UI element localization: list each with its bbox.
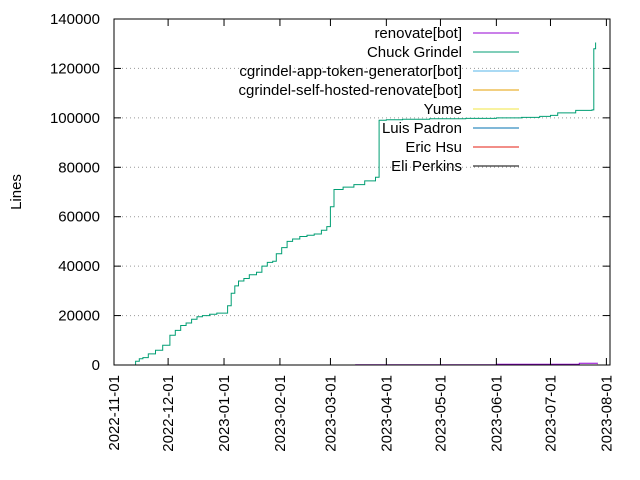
y-tick-label: 40000 — [58, 258, 100, 275]
x-tick-label: 2023-04-01 — [378, 375, 395, 452]
grid-lines — [114, 67, 610, 317]
y-tick-label: 0 — [92, 357, 100, 374]
legend-label: cgrindel-app-token-generator[bot] — [239, 63, 462, 80]
y-axis-label: Lines — [8, 174, 25, 210]
legend-label: renovate[bot] — [374, 25, 462, 42]
y-tick-label: 60000 — [58, 209, 100, 226]
y-axis: 0 20000 40000 60000 80000 100000 120000 140000 — [50, 11, 610, 374]
x-tick-label: 2023-08-01 — [598, 375, 615, 452]
series-line — [128, 42, 597, 366]
legend-label: Eric Hsu — [405, 139, 462, 156]
legend-label: Chuck Grindel — [367, 44, 462, 61]
y-tick-label: 20000 — [58, 308, 100, 325]
x-tick-label: 2023-05-01 — [432, 375, 449, 452]
legend-label: cgrindel-self-hosted-renovate[bot] — [239, 82, 462, 99]
legend-label: Yume — [424, 101, 462, 118]
x-tick-label: 2022-12-01 — [160, 375, 177, 452]
x-tick-label: 2023-03-01 — [322, 375, 339, 452]
y-tick-label: 80000 — [58, 159, 100, 176]
legend: renovate[bot] Chuck Grindel cgrindel-app-t… — [239, 25, 519, 175]
x-tick-label: 2022-11-01 — [106, 375, 123, 451]
legend-label: Eli Perkins — [391, 158, 462, 175]
y-tick-label: 140000 — [50, 11, 100, 28]
plot-frame — [113, 18, 611, 366]
x-tick-label: 2023-02-01 — [272, 375, 289, 452]
x-tick-label: 2023-07-01 — [542, 375, 559, 452]
x-tick-label: 2023-01-01 — [216, 375, 233, 452]
legend-label: Luis Padron — [382, 120, 462, 137]
y-tick-label: 100000 — [50, 110, 100, 127]
y-tick-label: 120000 — [50, 60, 100, 77]
x-axis: 2022-11-01 2022-12-01 2023-01-01 2023-02-01… — [106, 19, 615, 452]
x-tick-label: 2023-06-01 — [488, 375, 505, 452]
